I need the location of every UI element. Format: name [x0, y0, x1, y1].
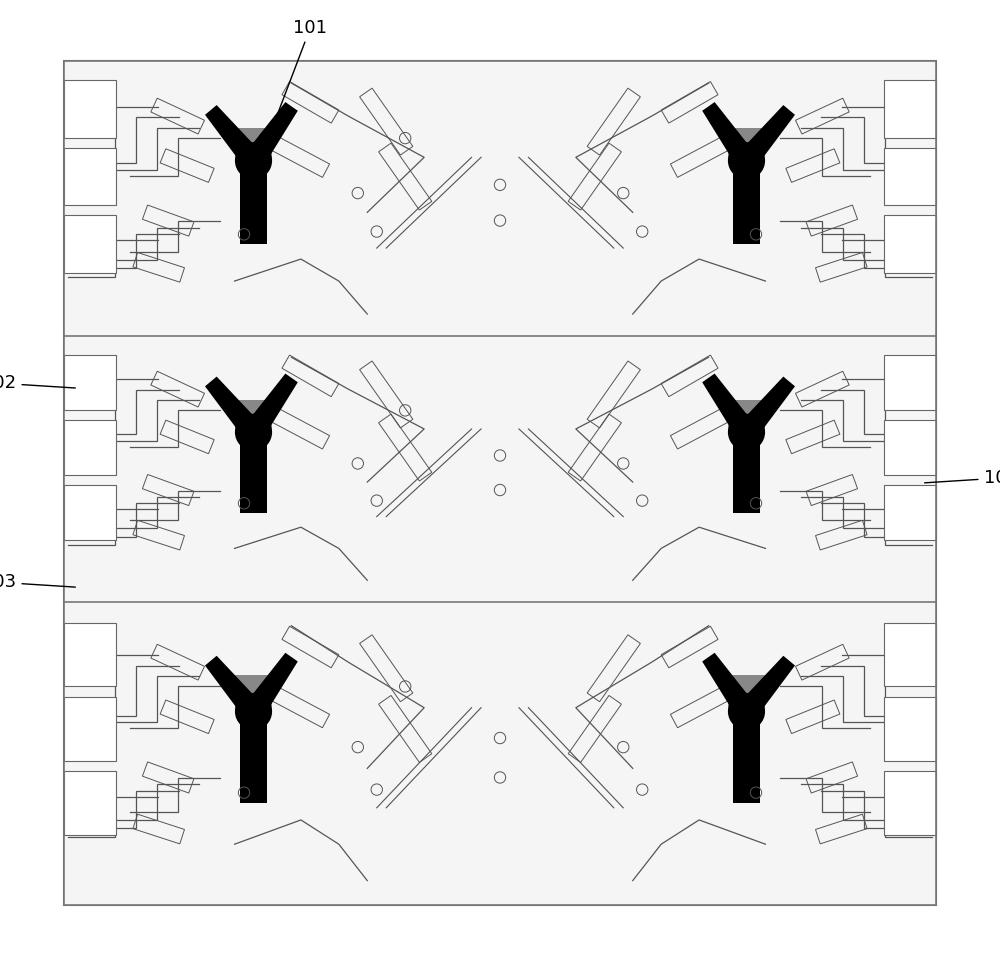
FancyBboxPatch shape: [64, 355, 116, 411]
FancyBboxPatch shape: [64, 148, 116, 206]
FancyBboxPatch shape: [884, 419, 936, 475]
Text: 104: 104: [925, 469, 1000, 487]
Text: 103: 103: [0, 573, 75, 591]
Circle shape: [235, 693, 272, 730]
FancyBboxPatch shape: [64, 61, 936, 905]
Polygon shape: [702, 374, 756, 439]
FancyBboxPatch shape: [64, 602, 936, 905]
FancyBboxPatch shape: [64, 80, 116, 138]
FancyBboxPatch shape: [64, 215, 116, 272]
Polygon shape: [205, 105, 262, 168]
Polygon shape: [235, 128, 272, 160]
Polygon shape: [738, 377, 795, 440]
FancyBboxPatch shape: [64, 623, 116, 687]
Polygon shape: [702, 102, 756, 167]
Polygon shape: [205, 377, 262, 440]
Circle shape: [235, 142, 272, 180]
FancyBboxPatch shape: [884, 355, 936, 411]
Polygon shape: [733, 432, 760, 513]
Circle shape: [235, 413, 272, 451]
Polygon shape: [235, 401, 272, 432]
FancyBboxPatch shape: [884, 623, 936, 687]
FancyBboxPatch shape: [884, 148, 936, 206]
Polygon shape: [240, 432, 267, 513]
Polygon shape: [244, 653, 298, 718]
Circle shape: [728, 413, 765, 451]
Polygon shape: [240, 712, 267, 804]
FancyBboxPatch shape: [64, 772, 116, 836]
Polygon shape: [738, 656, 795, 719]
Polygon shape: [244, 374, 298, 439]
Polygon shape: [244, 102, 298, 167]
Text: 102: 102: [0, 374, 75, 392]
Polygon shape: [733, 160, 760, 244]
Polygon shape: [240, 160, 267, 244]
FancyBboxPatch shape: [64, 697, 116, 761]
Text: 101: 101: [273, 18, 327, 125]
FancyBboxPatch shape: [884, 485, 936, 540]
FancyBboxPatch shape: [884, 215, 936, 272]
FancyBboxPatch shape: [64, 419, 116, 475]
Polygon shape: [733, 712, 760, 804]
Circle shape: [728, 142, 765, 180]
Circle shape: [728, 693, 765, 730]
FancyBboxPatch shape: [64, 61, 936, 336]
FancyBboxPatch shape: [884, 772, 936, 836]
Polygon shape: [728, 675, 765, 712]
FancyBboxPatch shape: [884, 80, 936, 138]
Polygon shape: [728, 128, 765, 160]
Polygon shape: [235, 675, 272, 712]
FancyBboxPatch shape: [64, 336, 936, 602]
FancyBboxPatch shape: [884, 697, 936, 761]
Polygon shape: [205, 656, 262, 719]
Polygon shape: [738, 105, 795, 168]
Polygon shape: [728, 401, 765, 432]
FancyBboxPatch shape: [64, 485, 116, 540]
Polygon shape: [702, 653, 756, 718]
